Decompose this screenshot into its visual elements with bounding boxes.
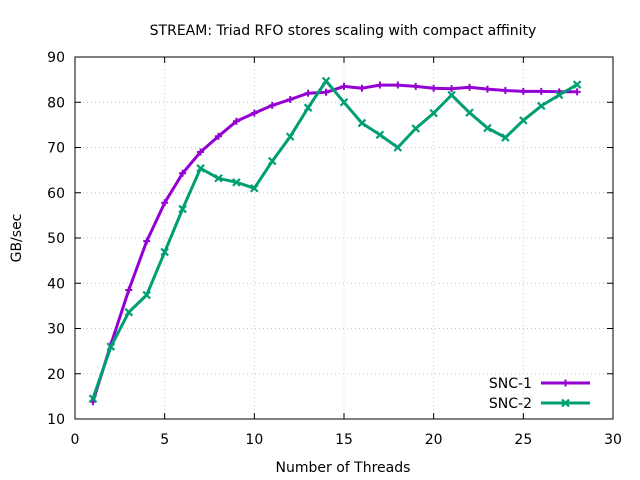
x-tick-label: 30	[604, 432, 622, 448]
data-point-snc-2	[572, 80, 582, 89]
data-point-snc-1	[322, 88, 330, 96]
data-point-snc-1	[268, 101, 276, 109]
y-axis-label: GB/sec	[9, 214, 25, 263]
y-tick-label: 10	[47, 412, 65, 428]
data-point-snc-2	[106, 342, 116, 351]
legend-label-snc-2: SNC-2	[489, 396, 532, 412]
data-point-snc-2	[214, 173, 223, 183]
data-point-snc-1	[501, 86, 509, 94]
data-point-snc-2	[429, 108, 438, 118]
y-tick-label: 70	[47, 141, 65, 157]
data-point-snc-2	[160, 247, 169, 257]
data-point-snc-2	[501, 133, 510, 142]
x-tick-label: 25	[514, 432, 532, 448]
data-point-snc-1	[376, 81, 384, 89]
legend-marker-snc-2	[561, 398, 570, 408]
data-point-snc-2	[375, 130, 385, 140]
x-tick-label: 15	[335, 432, 353, 448]
data-point-snc-1	[214, 132, 222, 140]
data-point-snc-1	[358, 84, 366, 92]
y-tick-label: 20	[47, 367, 65, 383]
data-point-snc-1	[466, 83, 474, 91]
data-point-snc-1	[304, 89, 312, 97]
data-point-snc-1	[125, 286, 133, 294]
data-point-snc-2	[178, 204, 187, 214]
data-point-snc-2	[465, 108, 474, 117]
data-point-snc-1	[286, 96, 294, 104]
x-tick-label: 5	[160, 432, 169, 448]
series-snc-2	[88, 76, 582, 403]
data-point-snc-1	[483, 85, 491, 93]
data-point-snc-1	[412, 82, 420, 90]
series-snc-1	[89, 81, 581, 406]
data-point-snc-2	[357, 118, 367, 128]
data-point-snc-1	[573, 88, 581, 96]
data-point-snc-2	[447, 90, 456, 100]
data-point-snc-1	[232, 117, 240, 125]
data-point-snc-2	[519, 116, 528, 125]
axis-ticks: 10 20 30 40 50 60 70 80 90 0 5 10 15 20 25 30	[47, 50, 622, 448]
y-tick-label: 80	[47, 95, 65, 111]
data-point-snc-2	[554, 90, 564, 100]
chart-title: STREAM: Triad RFO stores scaling with co…	[150, 23, 537, 39]
series-layer	[88, 76, 582, 406]
data-point-snc-2	[285, 132, 295, 141]
data-point-snc-1	[537, 87, 545, 95]
data-point-snc-1	[448, 85, 456, 93]
data-point-snc-1	[179, 169, 187, 177]
plot-frame	[74, 56, 614, 420]
legend-marker-snc-1	[562, 379, 569, 387]
data-point-snc-1	[519, 87, 527, 95]
y-tick-label: 60	[47, 186, 65, 202]
data-point-snc-2	[142, 290, 152, 300]
series-line-snc-1	[91, 83, 578, 403]
data-point-snc-1	[394, 81, 402, 89]
x-tick-label: 0	[71, 432, 80, 448]
data-point-snc-2	[196, 164, 205, 173]
legend: SNC-1 SNC-2	[489, 376, 590, 412]
data-point-snc-2	[88, 394, 98, 403]
data-point-snc-2	[393, 143, 403, 152]
data-point-snc-1	[340, 82, 348, 90]
x-tick-label: 10	[245, 432, 263, 448]
data-point-snc-1	[250, 109, 258, 117]
y-tick-label: 90	[47, 50, 65, 66]
data-point-snc-1	[143, 237, 151, 245]
data-point-snc-1	[197, 148, 205, 156]
y-tick-label: 50	[47, 231, 65, 247]
data-point-snc-2	[483, 123, 492, 133]
legend-label-snc-1: SNC-1	[489, 376, 532, 392]
y-tick-label: 40	[47, 276, 65, 292]
data-point-snc-2	[339, 97, 349, 107]
data-point-snc-2	[124, 307, 134, 317]
data-point-snc-2	[536, 101, 546, 111]
data-point-snc-2	[267, 156, 277, 166]
data-point-snc-1	[430, 84, 438, 92]
x-tick-label: 20	[425, 432, 443, 448]
data-point-snc-1	[161, 199, 169, 207]
data-point-snc-2	[232, 178, 241, 187]
data-point-snc-2	[303, 103, 313, 112]
data-point-snc-2	[321, 76, 331, 86]
data-point-snc-2	[411, 124, 421, 133]
x-axis-label: Number of Threads	[276, 460, 411, 476]
series-line-snc-2	[91, 79, 578, 400]
y-tick-label: 30	[47, 322, 65, 338]
data-point-snc-2	[250, 183, 259, 193]
